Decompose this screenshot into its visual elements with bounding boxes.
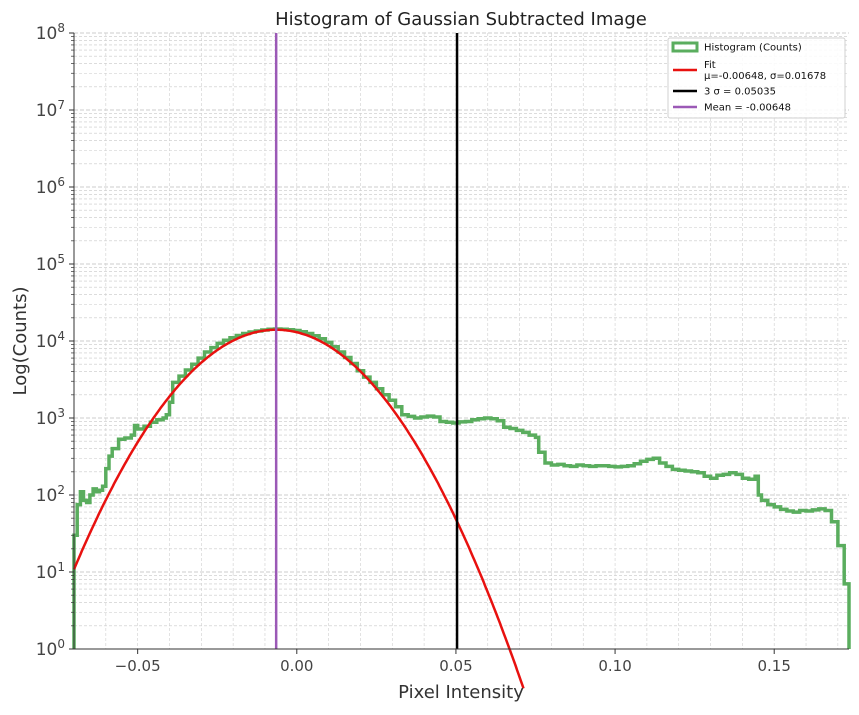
legend-swatch-histogram <box>671 41 699 53</box>
y-tick-label: 108 <box>36 21 65 44</box>
y-axis-label: Log(Counts) <box>10 286 31 395</box>
y-tick-label: 107 <box>36 98 65 121</box>
x-tick-label: 0.10 <box>598 657 631 675</box>
axes: −0.05 0.00 0.05 0.10 0.15 100 101 102 103 104 105 1… <box>36 21 849 675</box>
y-tick-label: 101 <box>36 560 65 583</box>
legend-label: Mean = -0.00648 <box>704 103 791 114</box>
fit-curve <box>72 328 525 689</box>
x-tick-label: 0.15 <box>758 657 791 675</box>
y-tick-label: 104 <box>36 329 65 352</box>
y-tick-label: 105 <box>36 252 65 275</box>
legend-box <box>667 37 846 119</box>
y-tick-label: 102 <box>36 483 65 506</box>
legend-label: μ=-0.00648, σ=0.01678 <box>704 71 826 82</box>
y-tick-label: 106 <box>36 175 65 198</box>
gridlines <box>74 32 849 650</box>
x-tick-label: 0.05 <box>439 657 472 675</box>
plot-data <box>72 33 851 689</box>
x-tick-label: 0.00 <box>280 657 313 675</box>
legend-label: Histogram (Counts) <box>704 43 802 54</box>
y-tick-label: 103 <box>36 406 65 429</box>
y-tick-label: 100 <box>36 637 65 660</box>
x-tick-label: −0.05 <box>115 657 161 675</box>
x-axis-label: Pixel Intensity <box>398 682 524 703</box>
legend-label: 3 σ = 0.05035 <box>704 87 776 98</box>
legend-label: Fit <box>704 60 716 71</box>
histogram-series <box>72 327 851 649</box>
chart-title: Histogram of Gaussian Subtracted Image <box>275 9 647 30</box>
